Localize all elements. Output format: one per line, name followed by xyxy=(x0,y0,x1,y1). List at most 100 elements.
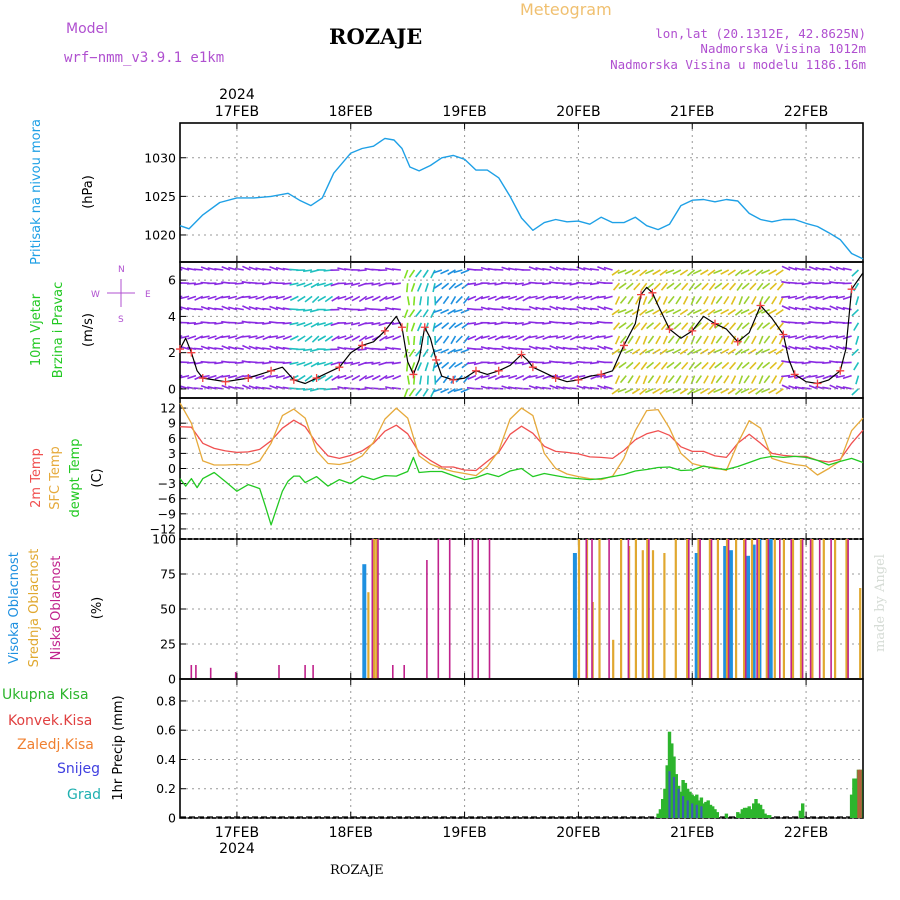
wind-arrow xyxy=(180,295,183,298)
precip-bar xyxy=(701,803,706,818)
cloud-bar xyxy=(646,539,649,679)
wind-arrow xyxy=(822,322,832,325)
wind-arrow xyxy=(747,308,757,315)
wind-arrow xyxy=(794,295,805,300)
wind-arrow xyxy=(672,308,682,315)
wind-arrow xyxy=(692,269,702,275)
wind-arrow xyxy=(548,374,559,378)
wind-arrow xyxy=(466,322,477,325)
cloud-bar xyxy=(648,539,650,679)
wind-speed-marker xyxy=(420,323,429,332)
wind-arrow xyxy=(435,375,443,383)
wind-arrow xyxy=(542,282,552,286)
precip-bar xyxy=(706,800,710,818)
wind-arrow xyxy=(721,282,730,290)
wind-arrow xyxy=(741,282,750,290)
wind-arrow xyxy=(454,361,463,368)
wind-arrow xyxy=(715,375,723,384)
wind-arrow xyxy=(430,309,436,318)
wind-arrow xyxy=(665,308,675,314)
wind-arrow xyxy=(406,296,410,306)
wind-arrow xyxy=(214,361,224,365)
wind-arrow xyxy=(853,361,860,371)
wind-arrow xyxy=(640,322,648,331)
precip-bar xyxy=(747,806,751,818)
wind-arrow xyxy=(207,374,217,379)
wind-arrow xyxy=(776,361,784,370)
cloud-bar xyxy=(572,553,577,679)
wind-arrow xyxy=(707,388,716,395)
wind-arrow xyxy=(180,307,183,311)
wind-arrow xyxy=(756,322,764,331)
wind-arrow xyxy=(815,295,825,300)
wind-arrow xyxy=(647,295,655,305)
wind-arrow xyxy=(829,384,839,390)
wind-arrow xyxy=(727,269,736,276)
wind-arrow xyxy=(618,361,627,369)
pressure-unit: (hPa) xyxy=(81,175,96,209)
wind-arrow xyxy=(228,335,238,339)
wind-arrow xyxy=(323,361,333,367)
wind-speed-marker xyxy=(397,323,406,332)
wind-arrow xyxy=(200,335,210,339)
wind-arrow xyxy=(344,335,354,341)
wind-arrow xyxy=(248,335,258,339)
wind-arrow xyxy=(234,267,244,271)
cloud-ytick-label: 0 xyxy=(168,672,176,687)
wind-arrow xyxy=(358,295,368,303)
temperature-ytick-label: −12 xyxy=(150,521,176,536)
wind-arrow xyxy=(494,347,504,350)
wind-arrow xyxy=(480,346,490,350)
wind-arrow xyxy=(310,282,320,289)
wind-arrow xyxy=(667,375,675,384)
precip-bar xyxy=(756,803,760,818)
wind-arrow xyxy=(822,282,832,285)
wind-arrow xyxy=(640,282,648,291)
wind-arrow xyxy=(555,374,565,379)
wind-arrow xyxy=(268,374,279,378)
wind-arrow xyxy=(666,361,675,369)
precip-bar xyxy=(758,804,763,818)
wind-arrow xyxy=(494,374,504,381)
wind-arrow xyxy=(644,348,654,354)
wind-arrow xyxy=(324,335,333,342)
wind-arrow xyxy=(692,388,702,394)
wind-arrow xyxy=(730,375,737,385)
precip-legend-item: Konvek.Kisa xyxy=(8,713,92,729)
wind-arrow xyxy=(686,348,696,356)
wind-arrow xyxy=(515,335,525,341)
wind-arrow xyxy=(794,335,805,340)
wind-arrow xyxy=(466,361,477,365)
wind-arrow xyxy=(275,335,285,340)
wind-arrow xyxy=(781,295,791,299)
precip-bar xyxy=(749,809,754,818)
wind-arrow xyxy=(364,335,374,340)
wind-arrow xyxy=(535,295,545,300)
wind-arrow xyxy=(297,295,306,302)
bottom-year-label: 2024 xyxy=(219,841,255,857)
wind-arrow xyxy=(776,322,784,331)
wind-arrow xyxy=(324,295,333,303)
wind-arrow xyxy=(835,345,846,350)
wind-arrow xyxy=(241,374,251,378)
cloud-ytick-label: 25 xyxy=(160,637,176,652)
wind-arrow xyxy=(351,374,361,381)
precip-bar xyxy=(704,801,708,818)
wind-arrow xyxy=(835,374,845,379)
wind-arrow xyxy=(364,295,374,301)
wind-arrow xyxy=(727,348,736,355)
wind-arrow xyxy=(781,384,791,390)
wind-arrow xyxy=(521,282,531,287)
wind-arrow xyxy=(262,386,272,390)
wind-arrow xyxy=(385,335,395,340)
wind-arrow xyxy=(415,309,422,318)
wind-arrow xyxy=(331,374,340,381)
wind-arrow xyxy=(303,282,313,288)
precip-bar xyxy=(852,778,856,818)
wind-arrow xyxy=(180,295,190,300)
wind-arrow xyxy=(430,388,436,398)
wind-arrow xyxy=(455,335,463,344)
wind-arrow xyxy=(303,322,313,328)
precip-bar xyxy=(700,806,703,818)
wind-ytick-label: 6 xyxy=(168,273,176,288)
